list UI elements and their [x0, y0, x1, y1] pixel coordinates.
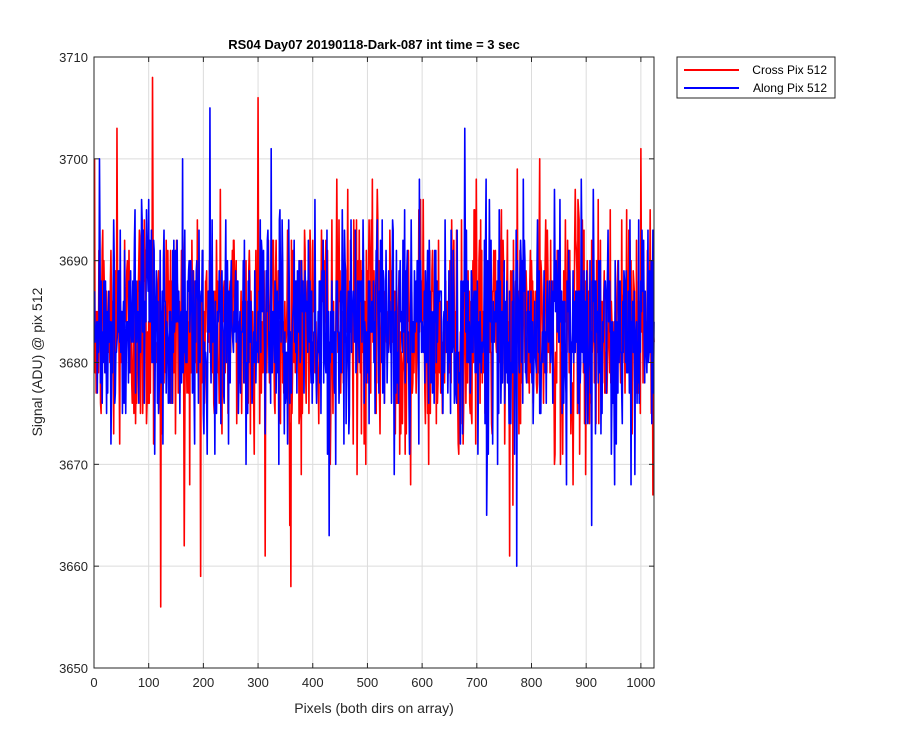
y-tick-label: 3650: [59, 661, 88, 676]
y-tick-label: 3710: [59, 50, 88, 65]
y-axis-label: Signal (ADU) @ pix 512: [29, 287, 45, 436]
x-tick-label: 200: [193, 675, 215, 690]
series-layer: [93, 76, 655, 608]
x-tick-label: 400: [302, 675, 324, 690]
y-tick-label: 3660: [59, 559, 88, 574]
x-tick-label: 800: [521, 675, 543, 690]
x-tick-label: 500: [357, 675, 379, 690]
x-tick-label: 700: [466, 675, 488, 690]
x-tick-label: 0: [90, 675, 97, 690]
x-tick-label: 900: [575, 675, 597, 690]
x-axis-label: Pixels (both dirs on array): [294, 700, 454, 716]
y-tick-label: 3670: [59, 457, 88, 472]
legend: Cross Pix 512 Along Pix 512: [676, 56, 836, 99]
chart-title: RS04 Day07 20190118-Dark-087 int time = …: [228, 37, 520, 52]
x-tick-label: 100: [138, 675, 160, 690]
legend-label-along: Along Pix 512: [753, 81, 827, 95]
y-tick-label: 3680: [59, 356, 88, 371]
y-tick-label: 3690: [59, 254, 88, 269]
x-tick-label: 300: [247, 675, 269, 690]
series-line-along-pix-512: [93, 107, 655, 567]
legend-box: [676, 56, 836, 99]
x-tick-label: 600: [411, 675, 433, 690]
axis-ticks: 0 100 200 300 400 500 600 700 800 900 1000 3650 3660…: [59, 50, 655, 690]
legend-label-cross: Cross Pix 512: [752, 63, 827, 77]
x-tick-label: 1000: [626, 675, 655, 690]
y-tick-label: 3700: [59, 152, 88, 167]
